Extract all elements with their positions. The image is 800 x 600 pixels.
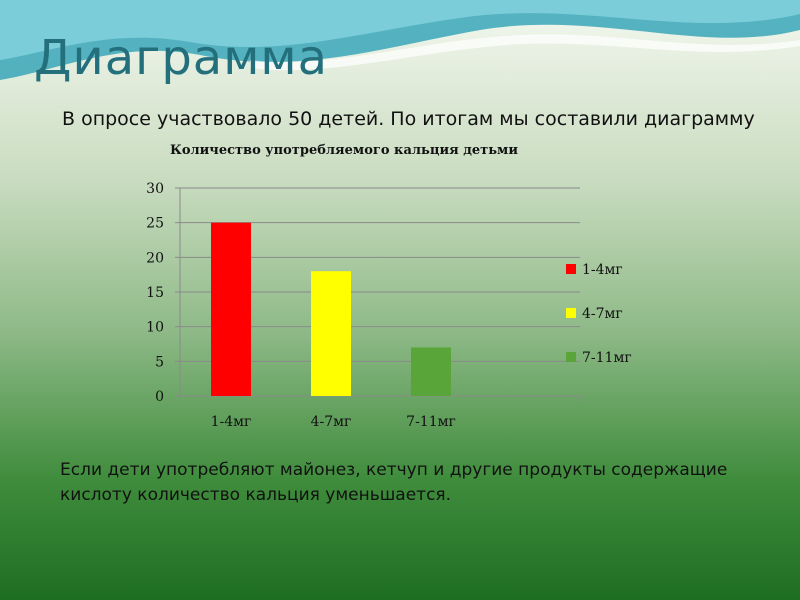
bars — [211, 222, 451, 396]
x-tick-label: 7-11мг — [406, 414, 456, 430]
y-tick-label: 25 — [146, 216, 164, 232]
legend-swatch — [566, 352, 576, 362]
slide-title: Диаграмма — [34, 30, 329, 86]
legend-label: 7-11мг — [582, 350, 632, 366]
legend-swatch — [566, 264, 576, 274]
y-tick-label: 20 — [146, 250, 164, 266]
y-tick-labels: 0 5 10 15 20 25 30 — [146, 181, 164, 405]
bar-1-4мг — [211, 222, 251, 396]
footer-text: Если дети употребляют майонез, кетчуп и … — [60, 460, 728, 505]
x-tick-labels: 1-4мг 4-7мг 7-11мг — [211, 414, 456, 430]
bar-7-11мг — [411, 347, 451, 396]
chart-title: Количество употребляемого кальция детьми — [170, 143, 518, 158]
legend-label: 4-7мг — [582, 306, 623, 322]
y-tick-label: 5 — [155, 354, 164, 370]
y-tick-label: 0 — [155, 389, 164, 405]
x-tick-label: 1-4мг — [211, 414, 252, 430]
legend-label: 1-4мг — [582, 262, 623, 278]
y-tick-label: 30 — [146, 181, 164, 197]
intro-text: В опросе участвовало 50 детей. По итогам… — [62, 108, 755, 130]
y-tick-label: 15 — [146, 285, 164, 301]
y-tick-label: 10 — [146, 320, 164, 336]
legend: 1-4мг 4-7мг 7-11мг — [566, 262, 632, 366]
decorative-waves — [0, 0, 800, 80]
x-tick-label: 4-7мг — [311, 414, 352, 430]
legend-swatch — [566, 308, 576, 318]
bar-4-7мг — [311, 271, 351, 396]
